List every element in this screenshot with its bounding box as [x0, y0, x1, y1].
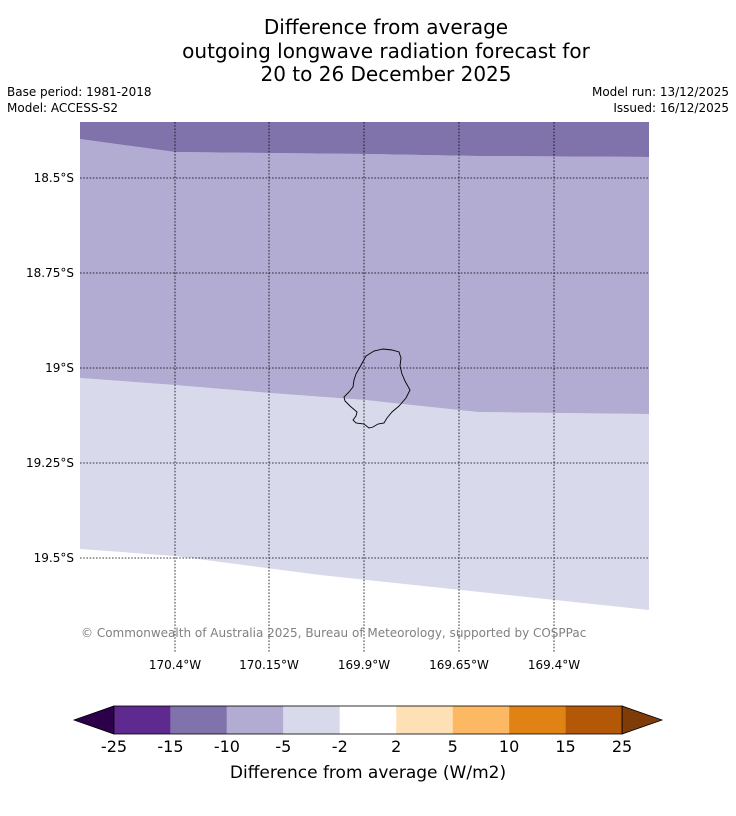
lat-label: 18.5°S	[34, 171, 74, 185]
colorbar-outline	[113, 705, 623, 735]
colorbar-swatch	[509, 706, 566, 734]
colorbar-tick-label: 2	[391, 737, 401, 756]
title-line-1: Difference from average	[263, 15, 509, 39]
lon-label: 169.65°W	[429, 658, 489, 672]
colorbar-extend-low	[72, 705, 115, 735]
colorbar-extend-high	[621, 705, 664, 735]
issued-date: Issued: 16/12/2025	[613, 101, 729, 115]
colorbar-tick-label: 10	[499, 737, 519, 756]
colorbar-tick-label: 15	[555, 737, 575, 756]
colorbar-label: Difference from average (W/m2)	[230, 763, 506, 783]
island-outline	[343, 348, 411, 429]
info-left: Base period: 1981-2018 Model: ACCESS-S2	[7, 84, 152, 116]
gridlines	[80, 122, 649, 653]
model-run: Model run: 13/12/2025	[591, 85, 729, 99]
lat-label: 18.75°S	[26, 266, 74, 280]
colorbar-swatch	[339, 706, 397, 734]
colorbar-swatch	[452, 706, 510, 734]
lon-labels: 170.4°W 170.15°W 169.9°W 169.65°W 169.4°…	[149, 658, 580, 672]
copyright-notice: © Commonwealth of Australia 2025, Bureau…	[81, 626, 586, 640]
region-light-purple	[80, 139, 649, 414]
lat-labels: 18.5°S 18.75°S 19°S 19.25°S 19.5°S	[26, 171, 74, 565]
lon-label: 169.9°W	[338, 658, 390, 672]
colorbar-swatch	[114, 706, 171, 734]
lat-label: 19.5°S	[34, 551, 74, 565]
lon-label: 170.15°W	[239, 658, 299, 672]
title-line-2: outgoing longwave radiation forecast for	[182, 38, 590, 63]
colorbar-tick-label: 5	[448, 737, 458, 756]
lat-label: 19°S	[45, 361, 74, 375]
colorbar-tick-label: 25	[612, 737, 632, 756]
colorbar-tick-label: -5	[275, 737, 291, 756]
colorbar-swatch	[283, 706, 340, 734]
model-name: Model: ACCESS-S2	[7, 101, 119, 115]
chart-title: Difference from average outgoing longwav…	[0, 15, 736, 87]
info-right: Model run: 13/12/2025 Issued: 16/12/2025	[592, 84, 729, 116]
colorbar-swatch	[226, 706, 284, 734]
region-medium-purple	[80, 122, 649, 157]
colorbar: -25 -15 -10 -5 -2 2 5 10 15 25	[72, 705, 664, 756]
base-period: Base period: 1981-2018	[7, 85, 152, 99]
map-panel	[80, 122, 649, 653]
lon-label: 170.4°W	[149, 658, 201, 672]
lat-label: 19.25°S	[26, 456, 74, 470]
colorbar-tick-label: -2	[332, 737, 348, 756]
lon-label: 169.4°W	[528, 658, 580, 672]
colorbar-tick-label: -25	[101, 737, 127, 756]
colorbar-swatch	[396, 706, 453, 734]
title-line-3: 20 to 26 December 2025	[260, 62, 512, 86]
colorbar-tick-label: -10	[214, 737, 240, 756]
colorbar-swatch	[170, 706, 227, 734]
colorbar-swatch	[565, 706, 622, 734]
region-very-light-purple	[80, 378, 649, 610]
colorbar-tick-label: -15	[157, 737, 183, 756]
